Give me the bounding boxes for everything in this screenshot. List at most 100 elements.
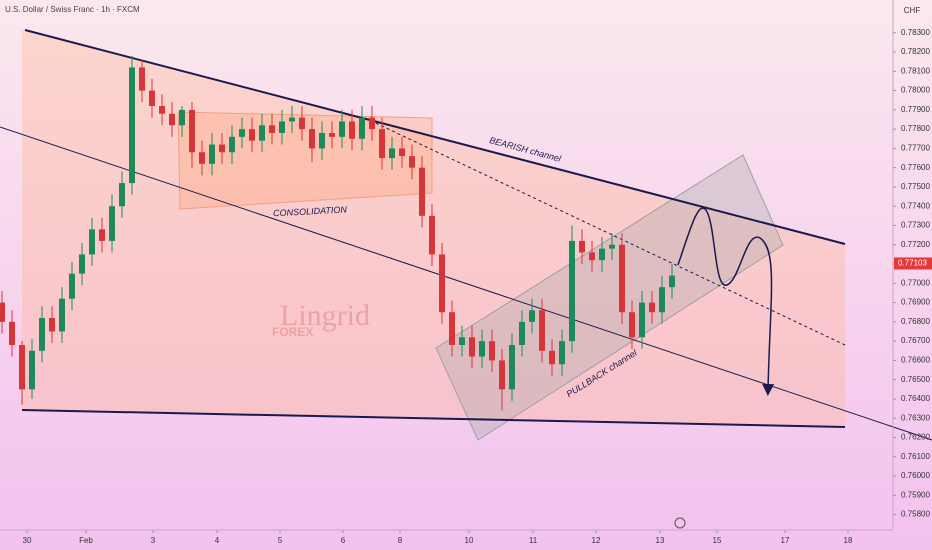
candle-body (179, 109, 185, 126)
candle-body (649, 302, 655, 313)
y-tick-label: 0.77700 (901, 144, 930, 153)
candle-body (89, 229, 95, 255)
pullback-channel (435, 154, 784, 441)
candle-body (69, 273, 75, 299)
candle-body (549, 350, 555, 365)
y-tick-label: 0.78300 (901, 28, 930, 37)
candle-body (669, 275, 675, 288)
candle-body (389, 148, 395, 159)
candle-body (419, 167, 425, 216)
candle-body (609, 244, 615, 249)
x-tick-label: 5 (278, 536, 283, 545)
projection-path (677, 207, 775, 396)
candle-body (309, 129, 315, 149)
candle-body (399, 148, 405, 157)
candle-body (409, 156, 415, 168)
candle-body (209, 144, 215, 164)
candle-body (109, 206, 115, 241)
candle-body (569, 240, 575, 342)
candle-body (659, 287, 665, 313)
candle-body (159, 106, 165, 114)
x-tick-label: 6 (341, 536, 346, 545)
dashed-line (364, 117, 846, 346)
candle-body (429, 215, 435, 255)
y-tick-label: 0.78100 (901, 66, 930, 75)
candle-body (119, 183, 125, 207)
y-tick-label: 0.76400 (901, 394, 930, 403)
candle-body (619, 244, 625, 313)
watermark-sub: FOREX (272, 325, 313, 339)
annotation: CONSOLIDATION (273, 204, 348, 218)
y-tick-label: 0.75900 (901, 490, 930, 499)
candle-body (439, 254, 445, 313)
y-tick-label: 0.77900 (901, 105, 930, 114)
candle-body (579, 240, 585, 253)
chart-title: U.S. Dollar / Swiss Franc · 1h · FXCM (5, 5, 140, 14)
y-tick-label: 0.76000 (901, 471, 930, 480)
candle-body (269, 125, 275, 133)
candle-body (349, 121, 355, 139)
x-tick-label: 18 (844, 536, 853, 545)
y-tick-label: 0.77000 (901, 278, 930, 287)
candle-body (519, 321, 525, 345)
y-tick-label: 0.76300 (901, 413, 930, 422)
watermark: Lingrid (280, 299, 370, 332)
last-price-box (894, 257, 932, 270)
y-tick-label: 0.78000 (901, 86, 930, 95)
candle-body (239, 129, 245, 137)
candle-body (0, 302, 5, 322)
candle-body (539, 310, 545, 351)
candle-body (359, 117, 365, 139)
y-tick-label: 0.76700 (901, 336, 930, 345)
candle-body (499, 360, 505, 390)
currency: CHF (904, 6, 921, 15)
y-tick-label: 0.76600 (901, 356, 930, 365)
y-tick-label: 0.77200 (901, 240, 930, 249)
candle-body (639, 302, 645, 338)
last-price-label: 0.77103 (898, 259, 927, 268)
candle-body (329, 132, 335, 137)
candle-body (559, 341, 565, 365)
candle-body (289, 117, 295, 122)
candle-body (149, 90, 155, 106)
candle-body (49, 318, 55, 332)
x-tick-label: 12 (592, 536, 601, 545)
candle-body (19, 344, 25, 390)
candle-body (629, 312, 635, 338)
x-tick-label: 8 (398, 536, 403, 545)
x-tick-label: 30 (23, 536, 32, 545)
candle-body (379, 129, 385, 159)
candle-body (129, 67, 135, 184)
x-tick-label: 3 (151, 536, 156, 545)
candle-body (9, 321, 15, 345)
x-tick-label: 10 (465, 536, 474, 545)
y-tick-label: 0.76100 (901, 452, 930, 461)
candle-body (189, 109, 195, 153)
candle-body (39, 318, 45, 351)
candle-body (599, 248, 605, 261)
candle-body (339, 121, 345, 137)
y-tick-label: 0.76800 (901, 317, 930, 326)
candle-body (29, 350, 35, 390)
bearish-top-line (24, 29, 846, 245)
candle-body (79, 254, 85, 274)
candle-body (229, 136, 235, 153)
x-tick-label: 4 (215, 536, 220, 545)
y-tick-label: 0.77800 (901, 124, 930, 133)
candle-body (169, 113, 175, 126)
x-tick-label: 15 (713, 536, 722, 545)
x-tick-label: 17 (781, 536, 790, 545)
trend-line (0, 126, 932, 441)
candle-body (59, 298, 65, 332)
candle-body (199, 152, 205, 164)
candle-body (459, 337, 465, 345)
y-tick-label: 0.77400 (901, 201, 930, 210)
x-tick-label: 13 (656, 536, 665, 545)
candle-body (299, 117, 305, 130)
y-tick-label: 0.76200 (901, 433, 930, 442)
candle-body (479, 341, 485, 357)
y-tick-label: 0.77600 (901, 163, 930, 172)
bearish-bottom-line (21, 409, 846, 428)
candle-body (369, 117, 375, 130)
